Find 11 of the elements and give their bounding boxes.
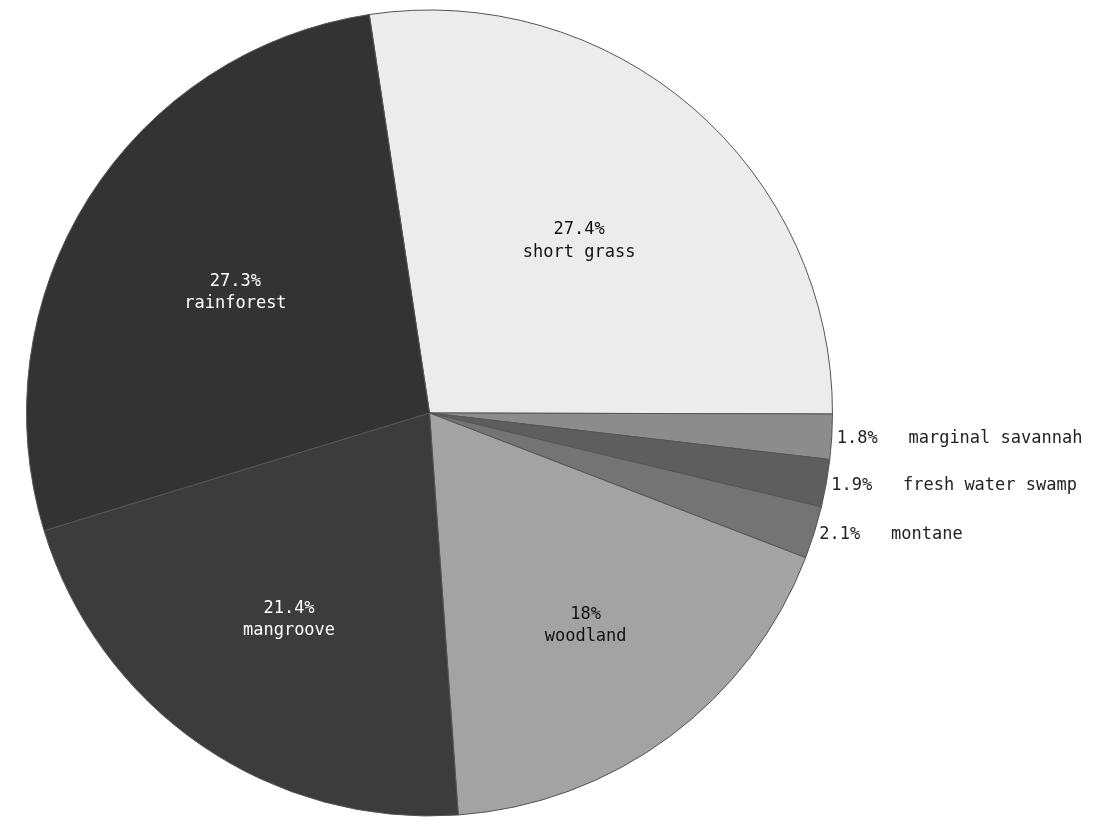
- slice-label: rainforest: [184, 291, 287, 312]
- slice-label: 1.8% marginal savannah: [836, 426, 1083, 447]
- slice-label: short grass: [522, 240, 636, 261]
- slice-label: woodland: [544, 624, 627, 645]
- data-label: 27.3%: [209, 269, 262, 290]
- slice-label: 2.1% montane: [819, 523, 963, 544]
- slice-label: mangroove: [242, 618, 336, 639]
- data-label: 21.4%: [263, 596, 315, 617]
- data-label: 18%: [570, 602, 601, 623]
- slice-label: 1.9% fresh water swamp: [831, 473, 1077, 494]
- data-label: 27.4%: [553, 218, 605, 239]
